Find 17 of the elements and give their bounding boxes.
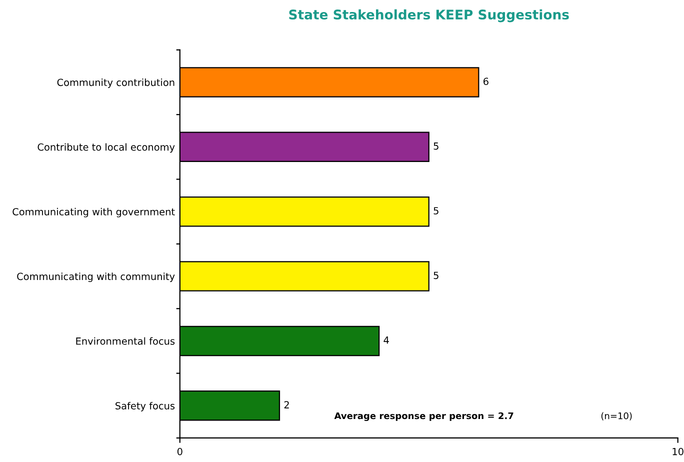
y-tick-label: Community contribution [57,78,174,88]
annotation: (n=10) [601,412,632,420]
y-tick-label: Contribute to local economy [38,143,175,153]
y-tick-label: Safety focus [116,402,175,412]
data-label: 5 [434,142,438,150]
data-label: 5 [434,272,438,280]
y-tick-label: Environmental focus [76,337,175,345]
y-tick-label: Communicating with government [12,208,175,218]
x-tick-label: 10 [672,448,684,456]
x-tick-label: 0 [177,448,182,456]
data-label: 2 [284,401,289,408]
data-label: 4 [384,336,389,344]
annotation: Average response per person = 2.7 [334,412,514,421]
y-tick-label: Communicating with community [17,272,175,282]
data-label: 5 [434,207,438,214]
data-label: 6 [484,78,488,86]
chart-title: State Stakeholders KEEP Suggestions [289,9,569,22]
